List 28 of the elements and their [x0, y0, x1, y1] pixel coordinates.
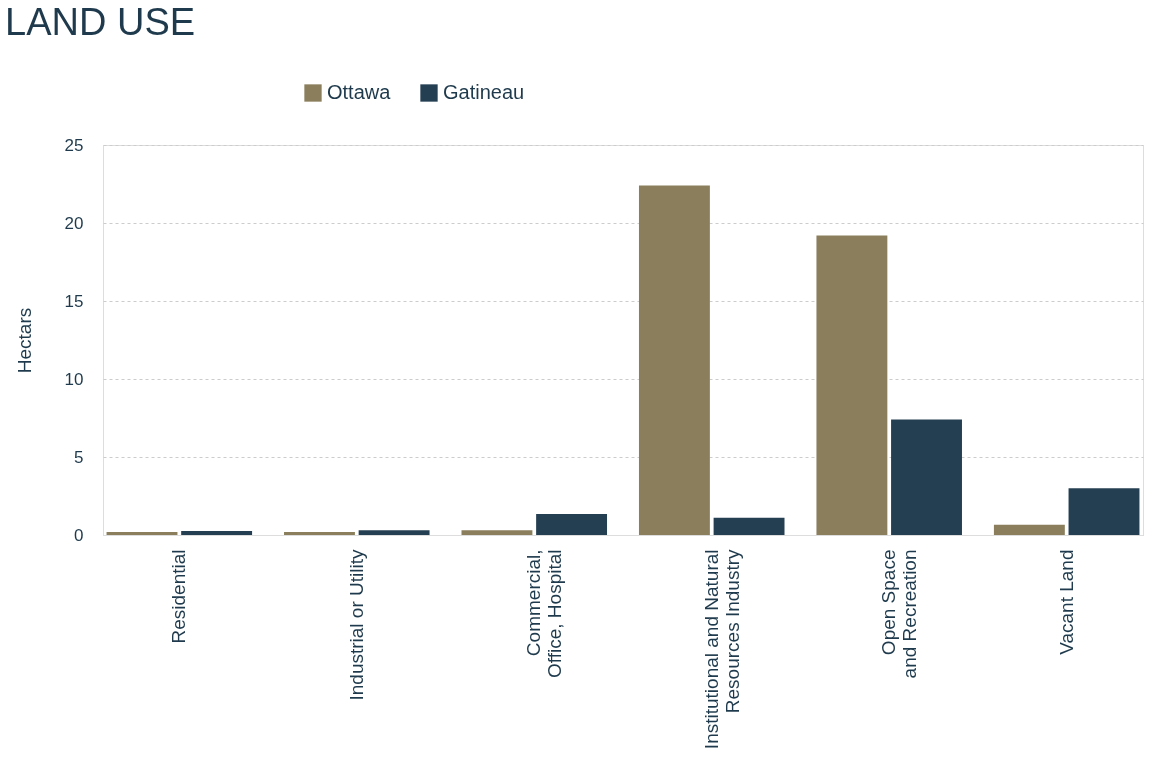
bar	[358, 530, 430, 535]
bar	[713, 517, 785, 535]
y-tick-label: 5	[74, 447, 84, 467]
legend-label: Ottawa	[327, 81, 392, 103]
bar	[816, 235, 888, 535]
bar	[461, 530, 533, 535]
bar	[284, 531, 355, 535]
x-tick-label: Residential	[168, 549, 190, 644]
bar	[1068, 488, 1140, 535]
x-tick-label: Industrial or Utility	[345, 549, 367, 701]
x-tick-label: Institutional and Natural Resources Industry	[700, 549, 743, 750]
y-tick-label: 15	[64, 291, 84, 311]
x-tick-label: Vacant Land	[1055, 549, 1077, 655]
bar	[536, 513, 608, 535]
y-tick-label: 0	[74, 525, 84, 545]
bar	[638, 185, 710, 535]
y-axis-title: Hectars	[13, 307, 35, 374]
chart-title: LAND USE	[5, 1, 196, 43]
bar	[993, 524, 1065, 535]
x-tick-label: Commercial, Office, Hospital	[523, 549, 566, 678]
bar	[891, 419, 962, 535]
x-tick-label: Open Space and Recreation	[878, 549, 921, 679]
y-tick-label: 25	[64, 135, 84, 155]
y-tick-label: 20	[64, 213, 84, 233]
bar	[181, 531, 253, 535]
legend-label: Gatineau	[443, 81, 525, 103]
y-tick-label: 10	[64, 369, 84, 389]
bar	[106, 531, 178, 535]
